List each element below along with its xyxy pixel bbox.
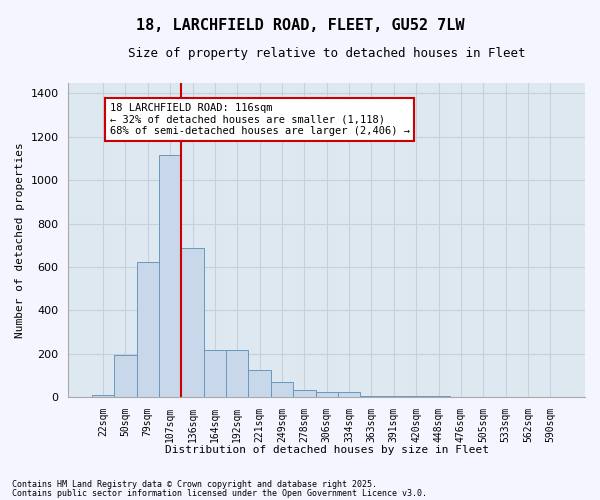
X-axis label: Distribution of detached houses by size in Fleet: Distribution of detached houses by size … [165,445,489,455]
Bar [450,396,472,397]
Bar [204,350,226,397]
Bar [271,382,293,397]
Bar [316,392,338,397]
Bar [92,395,114,397]
Bar [159,154,181,397]
Text: 18, LARCHFIELD ROAD, FLEET, GU52 7LW: 18, LARCHFIELD ROAD, FLEET, GU52 7LW [136,18,464,32]
Bar [539,396,562,397]
Title: Size of property relative to detached houses in Fleet: Size of property relative to detached ho… [128,48,526,60]
Bar [517,396,539,397]
Text: Contains HM Land Registry data © Crown copyright and database right 2025.: Contains HM Land Registry data © Crown c… [12,480,377,489]
Text: Contains public sector information licensed under the Open Government Licence v3: Contains public sector information licen… [12,488,427,498]
Bar [137,262,159,397]
Bar [338,392,360,397]
Bar [383,396,405,397]
Bar [293,390,316,397]
Y-axis label: Number of detached properties: Number of detached properties [15,142,25,338]
Bar [226,350,248,397]
Bar [494,396,517,397]
Text: 18 LARCHFIELD ROAD: 116sqm
← 32% of detached houses are smaller (1,118)
68% of s: 18 LARCHFIELD ROAD: 116sqm ← 32% of deta… [110,103,410,136]
Bar [248,370,271,397]
Bar [114,356,137,397]
Bar [360,396,383,397]
Bar [427,396,450,397]
Bar [405,396,427,397]
Bar [472,396,494,397]
Bar [181,248,204,397]
